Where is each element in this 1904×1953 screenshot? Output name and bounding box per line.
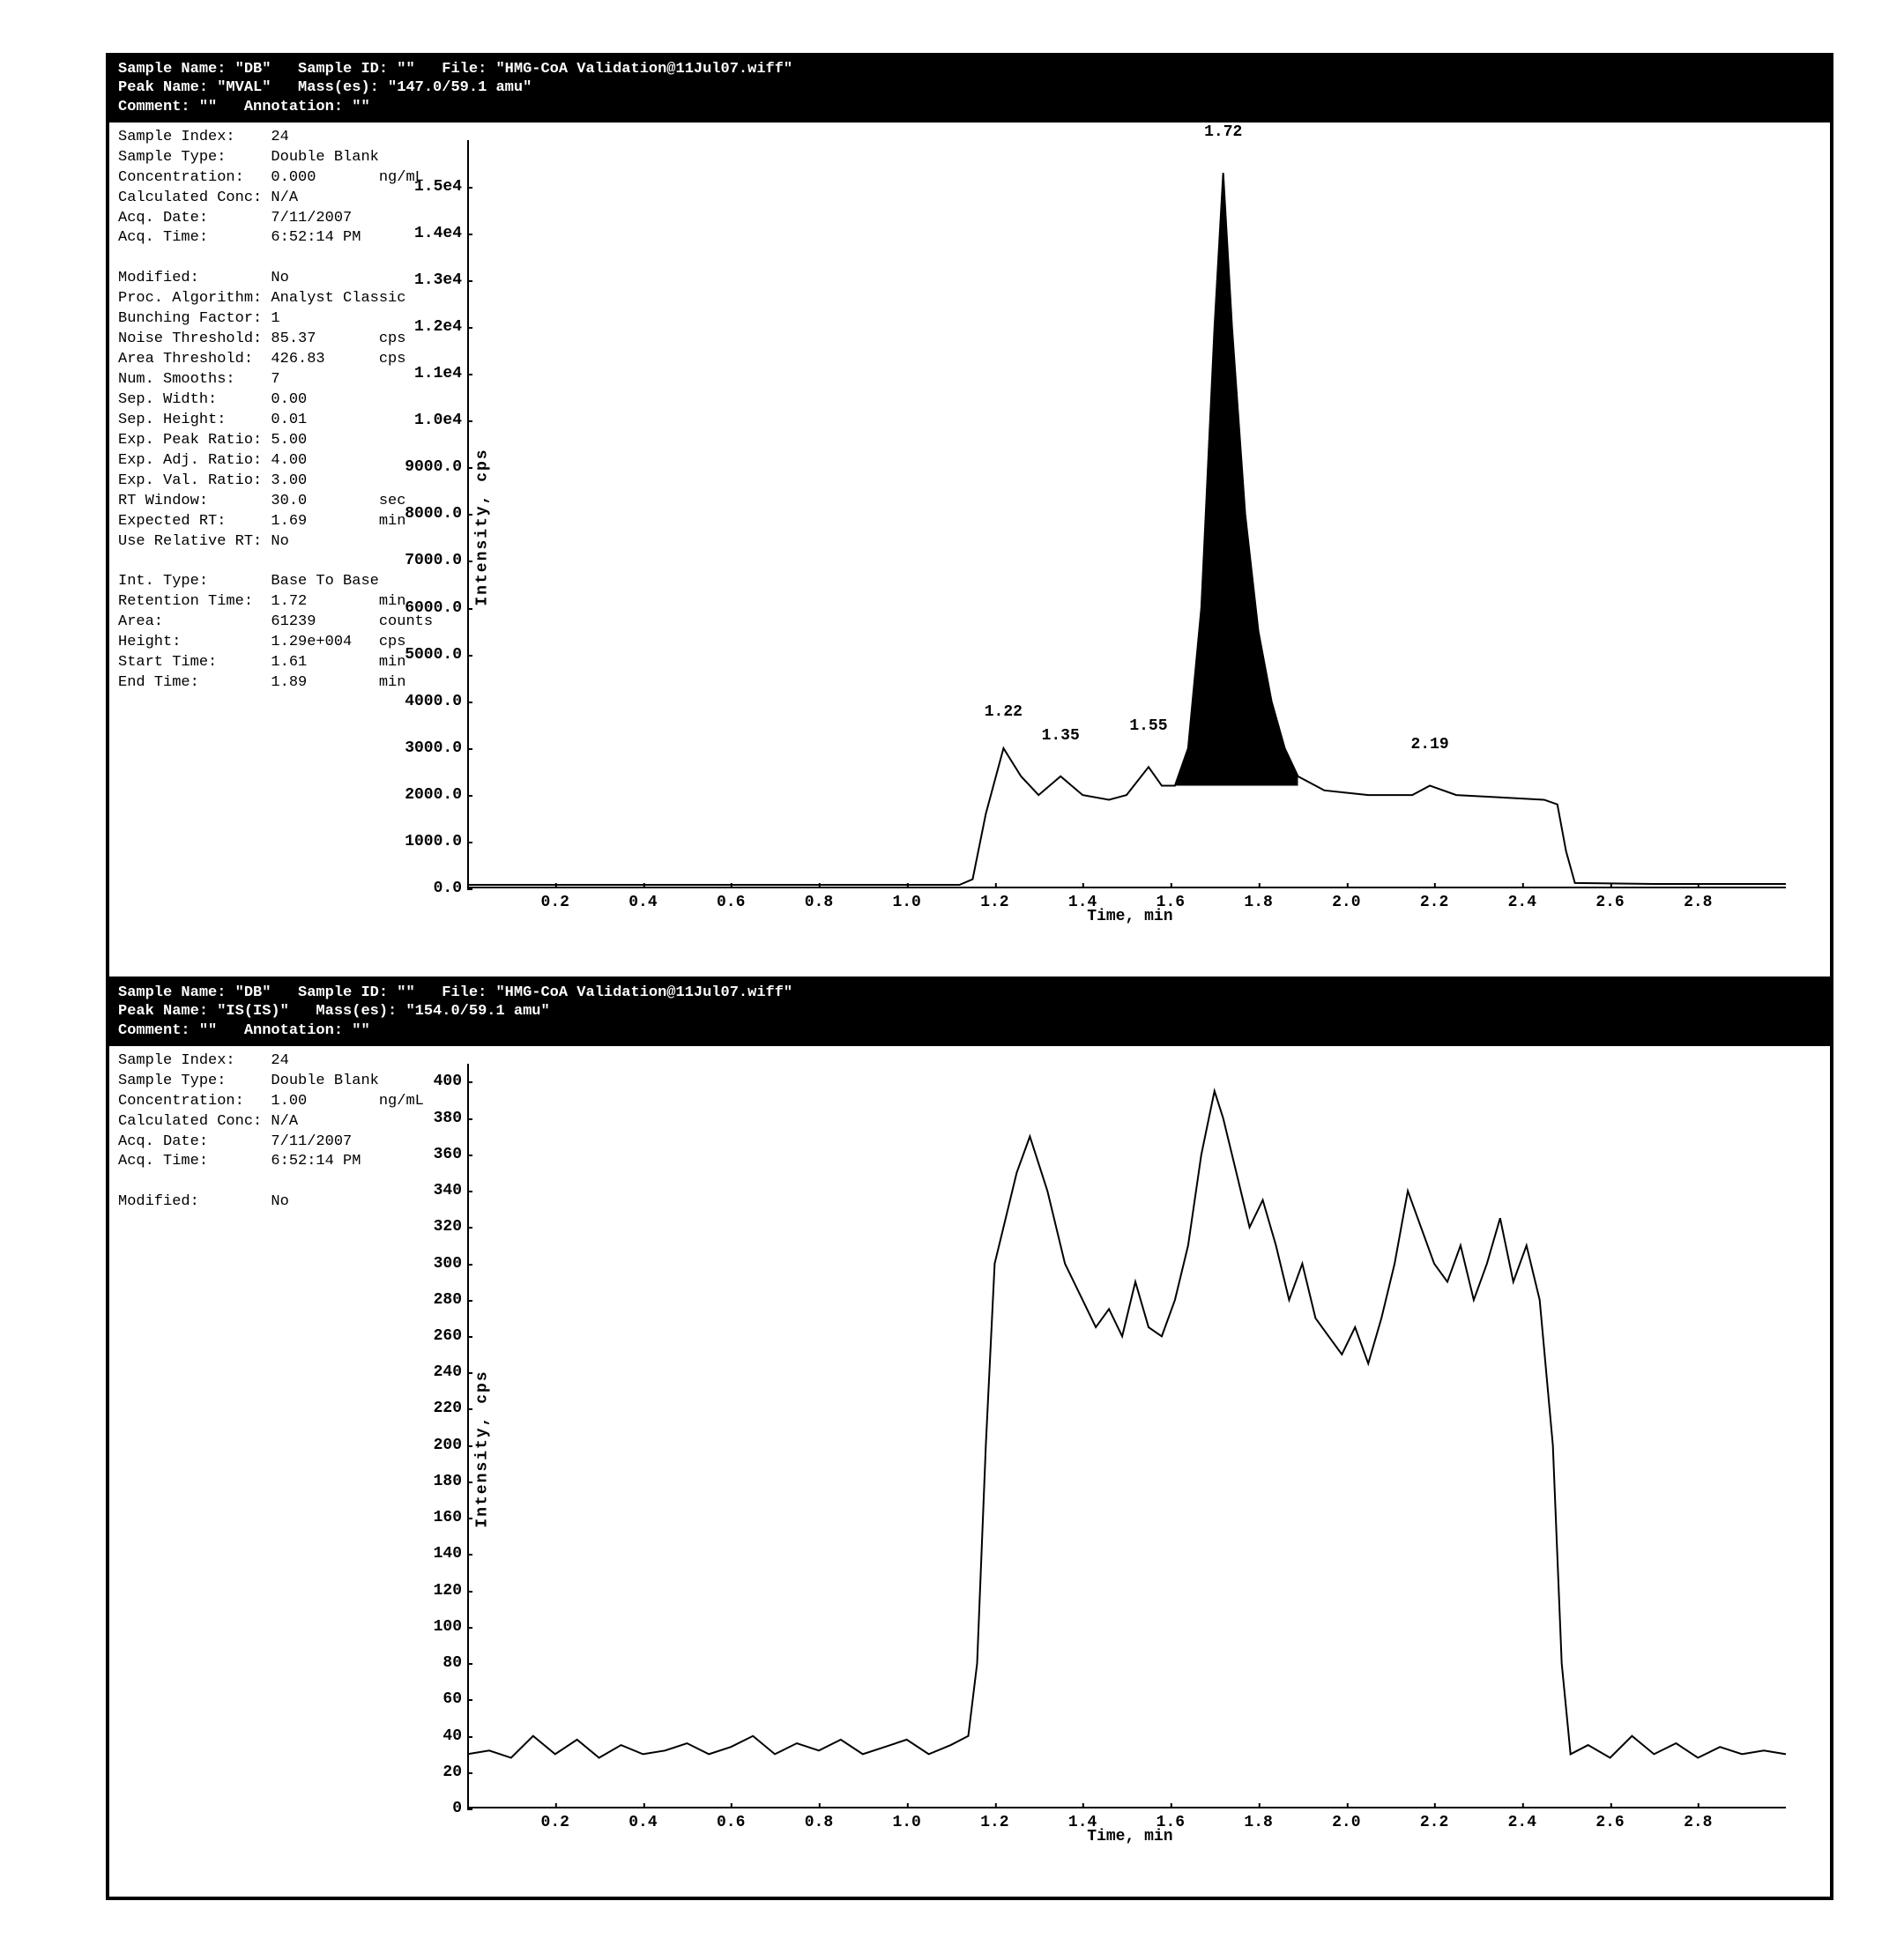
y-tick: 360 bbox=[434, 1146, 467, 1163]
x-tick: 1.0 bbox=[892, 1808, 920, 1831]
x-tick: 2.6 bbox=[1595, 888, 1624, 911]
chromatogram-panel-2: Sample Name: "DB" Sample ID: "" File: "H… bbox=[109, 976, 1830, 1897]
x-tick: 2.8 bbox=[1684, 888, 1712, 911]
panel2-plot: Intensity, cps 0204060801001201401601802… bbox=[397, 1055, 1795, 1844]
peak-annotation: 2.19 bbox=[1410, 736, 1448, 754]
report-frame: Sample Name: "DB" Sample ID: "" File: "H… bbox=[106, 53, 1833, 1900]
x-axis-label: Time, min bbox=[1087, 908, 1172, 925]
y-tick: 20 bbox=[443, 1764, 467, 1781]
panel2-header: Sample Name: "DB" Sample ID: "" File: "H… bbox=[109, 980, 1830, 1046]
y-tick: 160 bbox=[434, 1509, 467, 1526]
x-tick: 0.4 bbox=[628, 1808, 657, 1831]
peak-annotation: 1.22 bbox=[985, 703, 1023, 721]
peak-annotation: 1.72 bbox=[1204, 123, 1242, 141]
y-tick: 3000.0 bbox=[405, 739, 467, 757]
y-tick: 100 bbox=[434, 1618, 467, 1636]
y-tick: 1.2e4 bbox=[414, 318, 467, 336]
y-tick: 220 bbox=[434, 1400, 467, 1417]
y-tick: 5000.0 bbox=[405, 646, 467, 664]
x-tick: 2.0 bbox=[1332, 888, 1360, 911]
x-tick: 2.4 bbox=[1508, 888, 1536, 911]
panel2-plotbox: 0204060801001201401601802002202402602803… bbox=[467, 1064, 1786, 1808]
y-tick: 2000.0 bbox=[405, 786, 467, 804]
x-tick: 0.2 bbox=[541, 1808, 569, 1831]
chromatogram-panel-1: Sample Name: "DB" Sample ID: "" File: "H… bbox=[109, 56, 1830, 976]
x-tick: 0.8 bbox=[805, 1808, 833, 1831]
y-tick: 1.5e4 bbox=[414, 178, 467, 196]
x-tick: 2.2 bbox=[1420, 888, 1448, 911]
y-tick: 80 bbox=[443, 1654, 467, 1672]
y-tick: 60 bbox=[443, 1690, 467, 1708]
chromatogram-trace bbox=[467, 1091, 1786, 1758]
y-tick: 280 bbox=[434, 1291, 467, 1309]
y-tick: 120 bbox=[434, 1582, 467, 1600]
y-tick: 300 bbox=[434, 1255, 467, 1273]
y-tick: 400 bbox=[434, 1073, 467, 1090]
panel1-svg bbox=[467, 140, 1786, 888]
y-tick: 1.0e4 bbox=[414, 412, 467, 429]
y-tick: 320 bbox=[434, 1218, 467, 1236]
y-tick: 7000.0 bbox=[405, 552, 467, 569]
x-tick: 2.8 bbox=[1684, 1808, 1712, 1831]
y-tick: 40 bbox=[443, 1727, 467, 1745]
peak-annotation: 1.35 bbox=[1042, 727, 1080, 745]
x-tick: 0.8 bbox=[805, 888, 833, 911]
y-tick: 8000.0 bbox=[405, 505, 467, 523]
panel1-metadata: Sample Index: 24 Sample Type: Double Bla… bbox=[109, 123, 379, 976]
y-tick: 200 bbox=[434, 1437, 467, 1454]
y-tick: 9000.0 bbox=[405, 458, 467, 476]
x-tick: 1.8 bbox=[1244, 1808, 1272, 1831]
y-tick: 1000.0 bbox=[405, 833, 467, 850]
x-tick: 1.2 bbox=[980, 1808, 1008, 1831]
panel2-metadata: Sample Index: 24 Sample Type: Double Bla… bbox=[109, 1046, 379, 1897]
x-tick: 1.2 bbox=[980, 888, 1008, 911]
y-tick: 1.3e4 bbox=[414, 271, 467, 289]
y-tick: 0 bbox=[452, 1800, 467, 1817]
page: Sample Name: "DB" Sample ID: "" File: "H… bbox=[0, 0, 1904, 1953]
panel1-plot: Intensity, cps 0.01000.02000.03000.04000… bbox=[397, 131, 1795, 924]
chromatogram-trace bbox=[467, 173, 1786, 885]
x-tick: 0.6 bbox=[717, 888, 745, 911]
y-tick: 380 bbox=[434, 1110, 467, 1127]
x-tick: 2.4 bbox=[1508, 1808, 1536, 1831]
y-tick: 340 bbox=[434, 1182, 467, 1199]
x-tick: 0.6 bbox=[717, 1808, 745, 1831]
x-tick: 2.2 bbox=[1420, 1808, 1448, 1831]
x-axis-label: Time, min bbox=[1087, 1828, 1172, 1845]
x-tick: 0.4 bbox=[628, 888, 657, 911]
x-tick: 2.0 bbox=[1332, 1808, 1360, 1831]
y-tick: 1.4e4 bbox=[414, 225, 467, 242]
y-tick: 180 bbox=[434, 1473, 467, 1490]
y-tick: 240 bbox=[434, 1363, 467, 1381]
panel1-header: Sample Name: "DB" Sample ID: "" File: "H… bbox=[109, 56, 1830, 123]
y-tick: 4000.0 bbox=[405, 693, 467, 710]
x-tick: 1.8 bbox=[1244, 888, 1272, 911]
x-tick: 0.2 bbox=[541, 888, 569, 911]
x-tick: 1.0 bbox=[892, 888, 920, 911]
x-tick: 2.6 bbox=[1595, 1808, 1624, 1831]
y-tick: 140 bbox=[434, 1545, 467, 1563]
y-tick: 1.1e4 bbox=[414, 365, 467, 382]
panel2-svg bbox=[467, 1064, 1786, 1808]
peak-annotation: 1.55 bbox=[1129, 717, 1167, 735]
y-tick: 260 bbox=[434, 1327, 467, 1345]
y-tick: 6000.0 bbox=[405, 599, 467, 617]
panel1-plotbox: 0.01000.02000.03000.04000.05000.06000.07… bbox=[467, 140, 1786, 888]
y-tick: 0.0 bbox=[434, 880, 467, 897]
